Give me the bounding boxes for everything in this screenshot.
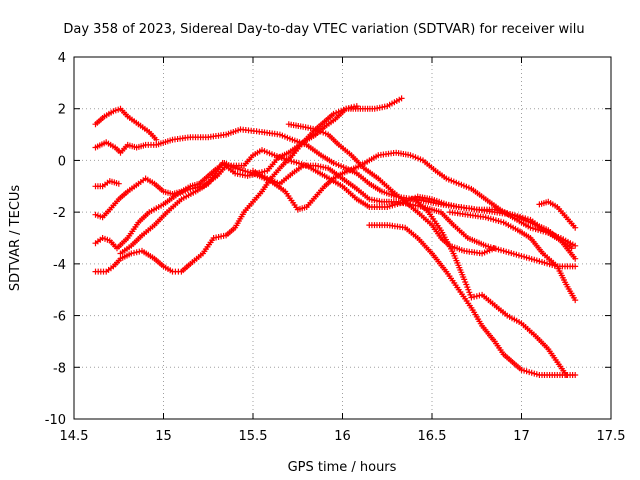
x-tick-label: 15 bbox=[155, 429, 172, 444]
x-tick-labels: 14.5 15 15.5 16 16.5 17 17.5 bbox=[60, 429, 626, 444]
y-tick-label: -4 bbox=[53, 258, 66, 273]
y-tick-label: 4 bbox=[58, 51, 66, 66]
plot-frame bbox=[73, 56, 612, 420]
y-axis-title: SDTVAR / TECUs bbox=[8, 185, 23, 292]
series-markers bbox=[536, 198, 579, 231]
series-markers bbox=[366, 222, 579, 378]
series-trace-9 bbox=[250, 162, 579, 270]
y-tick-label: 2 bbox=[58, 103, 66, 118]
chart-title: Day 358 of 2023, Sidereal Day-to-day VTE… bbox=[63, 22, 584, 37]
y-tick-label: -2 bbox=[53, 206, 66, 221]
series-markers bbox=[92, 95, 405, 275]
series-trace-8 bbox=[285, 121, 498, 257]
series-line bbox=[369, 224, 576, 376]
x-tick-label: 16.5 bbox=[418, 429, 447, 444]
series-trace-7 bbox=[117, 103, 360, 257]
y-tick-label: -10 bbox=[45, 413, 66, 428]
x-axis-title: GPS time / hours bbox=[288, 460, 397, 475]
y-tick-label: -8 bbox=[53, 361, 66, 376]
series-line bbox=[252, 164, 576, 268]
x-tick-label: 14.5 bbox=[60, 429, 89, 444]
series-line bbox=[95, 97, 402, 273]
y-tick-label: 0 bbox=[58, 154, 66, 169]
series-trace-6 bbox=[92, 95, 405, 275]
series-trace-12 bbox=[536, 198, 579, 231]
series-markers bbox=[92, 105, 160, 143]
series-trace-1 bbox=[92, 105, 160, 143]
y-tick-labels: -10 -8 -6 -4 -2 0 2 4 bbox=[45, 51, 66, 428]
x-tick-label: 15.5 bbox=[239, 429, 268, 444]
x-tick-label: 17.5 bbox=[597, 429, 626, 444]
series-trace-10 bbox=[366, 222, 579, 378]
series-trace-11 bbox=[411, 196, 570, 378]
data-series bbox=[92, 95, 579, 378]
series-markers bbox=[92, 178, 122, 190]
x-tick-label: 16 bbox=[334, 429, 351, 444]
grid-lines bbox=[74, 57, 611, 419]
x-tick-label: 17 bbox=[513, 429, 530, 444]
y-tick-label: -6 bbox=[53, 310, 66, 325]
series-trace-5 bbox=[92, 147, 575, 252]
series-trace-13 bbox=[446, 209, 579, 304]
series-markers bbox=[117, 103, 360, 257]
series-markers bbox=[250, 162, 579, 270]
series-markers bbox=[411, 196, 570, 378]
series-trace-3 bbox=[92, 178, 122, 190]
series-markers bbox=[446, 209, 579, 304]
